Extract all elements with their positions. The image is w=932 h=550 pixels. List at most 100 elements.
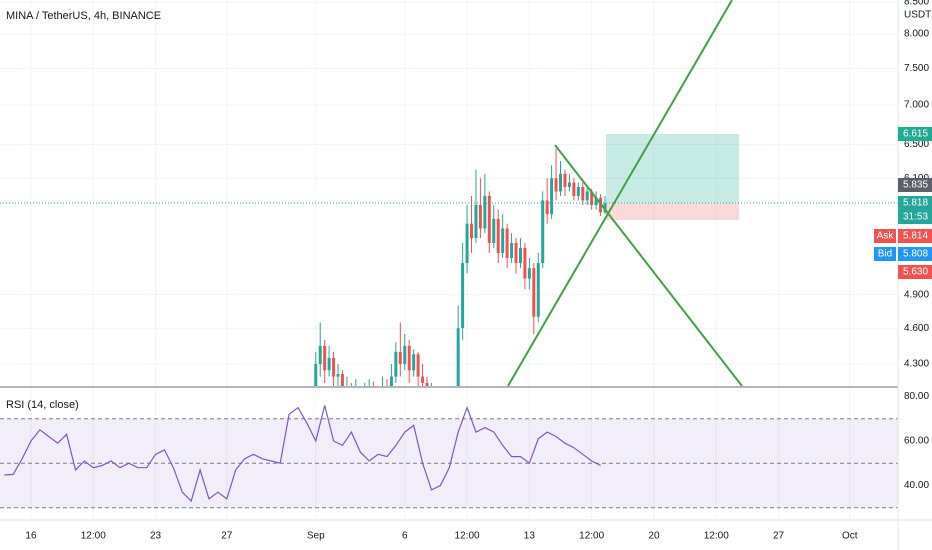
candle-body xyxy=(398,351,402,365)
price-tag xyxy=(898,127,932,141)
grid xyxy=(0,0,898,520)
x-tick-label: 13 xyxy=(524,531,536,542)
candle-body xyxy=(581,186,585,201)
price-pane xyxy=(314,134,739,386)
candle-body xyxy=(425,382,429,386)
candle-body xyxy=(505,228,509,258)
candle-body xyxy=(554,178,558,192)
candle-body xyxy=(323,345,327,371)
candle-body xyxy=(527,268,531,279)
candle-body xyxy=(487,195,491,243)
axes: 16 12:00 23 27 Sep 6 12:00 13 12:00 20 12:00 27 Oct 8… xyxy=(25,0,929,542)
price-tag-label: 6.615 xyxy=(903,129,928,140)
candle-body xyxy=(594,197,598,206)
candle-body xyxy=(465,223,469,264)
candle-body xyxy=(545,200,549,215)
x-tick-label: 27 xyxy=(221,531,233,542)
y-tick-label: 8.500 xyxy=(904,0,929,8)
x-tick-label: 20 xyxy=(648,531,660,542)
candle-body xyxy=(510,242,514,258)
x-tick-label: 12:00 xyxy=(455,531,480,542)
candle-body xyxy=(576,186,580,196)
price-tag-name-box xyxy=(874,229,896,243)
y-tick-label: 60.00 xyxy=(904,436,929,447)
y-tick-label: 4.600 xyxy=(904,323,929,334)
symbol-title: MINA / TetherUS, 4h, BINANCE xyxy=(6,10,161,22)
candle-body xyxy=(483,195,487,229)
rsi-line xyxy=(4,405,601,503)
candle-body xyxy=(559,173,563,192)
candle-body xyxy=(314,364,318,386)
candle-body xyxy=(416,354,420,377)
trend-line xyxy=(554,144,743,386)
price-tag-name: Ask xyxy=(877,231,895,242)
candle-body xyxy=(492,218,496,243)
candle-body xyxy=(567,182,571,187)
y-tick-label: 6.500 xyxy=(904,139,929,150)
candle-body xyxy=(340,374,344,386)
x-tick-label: 27 xyxy=(773,531,785,542)
y-tick-label: 7.500 xyxy=(904,63,929,74)
price-tag xyxy=(898,229,932,243)
x-tick-label: 6 xyxy=(402,531,408,542)
candle-body xyxy=(389,376,393,386)
y-tick-label: 80.00 xyxy=(904,391,929,402)
y-tick-label: 8.000 xyxy=(904,29,929,40)
price-tag xyxy=(898,178,932,192)
price-tag-name: Bid xyxy=(878,249,892,260)
candle-body xyxy=(336,374,340,377)
price-countdown: 31:53 xyxy=(903,212,928,223)
currency-box xyxy=(900,8,930,21)
price-tag-label: 5.835 xyxy=(903,180,928,191)
candle-body xyxy=(456,328,460,386)
x-tick-label: Sep xyxy=(307,531,325,542)
y-tick-label: 40.00 xyxy=(904,480,929,491)
candle-body xyxy=(501,228,505,253)
candle-body xyxy=(407,345,411,371)
y-tick-label: 4.900 xyxy=(904,289,929,300)
candle-body xyxy=(523,247,527,279)
candle-body xyxy=(585,191,589,201)
trend-line xyxy=(507,0,733,386)
candle-body xyxy=(474,205,478,239)
target-zone xyxy=(606,134,739,203)
x-tick-label: 23 xyxy=(150,531,162,542)
candle-body xyxy=(572,182,576,196)
price-tag xyxy=(898,196,932,224)
candle-body xyxy=(541,200,545,264)
price-tag xyxy=(898,247,932,261)
candle-body xyxy=(496,218,500,253)
candle-body xyxy=(394,351,398,377)
candle-body xyxy=(403,345,407,365)
x-tick-label: 12:00 xyxy=(704,531,729,542)
drawings xyxy=(0,0,898,386)
candle-body xyxy=(421,376,425,383)
candle-body xyxy=(318,345,322,365)
x-tick-label: 12:00 xyxy=(579,531,604,542)
rsi-title: RSI (14, close) xyxy=(6,399,79,411)
candle-body xyxy=(536,263,540,317)
x-tick-label: 12:00 xyxy=(81,531,106,542)
candle-body xyxy=(550,178,554,215)
stop-zone xyxy=(606,203,739,220)
price-tag-label: 5.818 xyxy=(903,198,928,209)
candle-body xyxy=(514,242,518,264)
rsi-pane xyxy=(0,405,898,509)
candle-body xyxy=(412,354,416,371)
x-tick-label: Oct xyxy=(842,531,858,542)
price-tag-label: 5.630 xyxy=(903,267,928,278)
candle-body xyxy=(518,247,522,264)
price-tag-name-box xyxy=(874,247,896,261)
price-tag xyxy=(898,265,932,279)
candle-body xyxy=(563,173,567,187)
currency: USDT xyxy=(904,10,931,21)
price-tag-label: 5.814 xyxy=(903,231,928,242)
candle-body xyxy=(327,357,331,371)
price-tags: 6.615 5.835 5.818 31:53 5.814 Ask 5.808 Bid 5.63… xyxy=(874,127,932,279)
candle-body xyxy=(332,357,336,377)
x-tick-label: 16 xyxy=(25,531,37,542)
y-tick-label: 4.300 xyxy=(904,359,929,370)
candle-body xyxy=(478,205,482,229)
candle-body xyxy=(590,191,594,206)
